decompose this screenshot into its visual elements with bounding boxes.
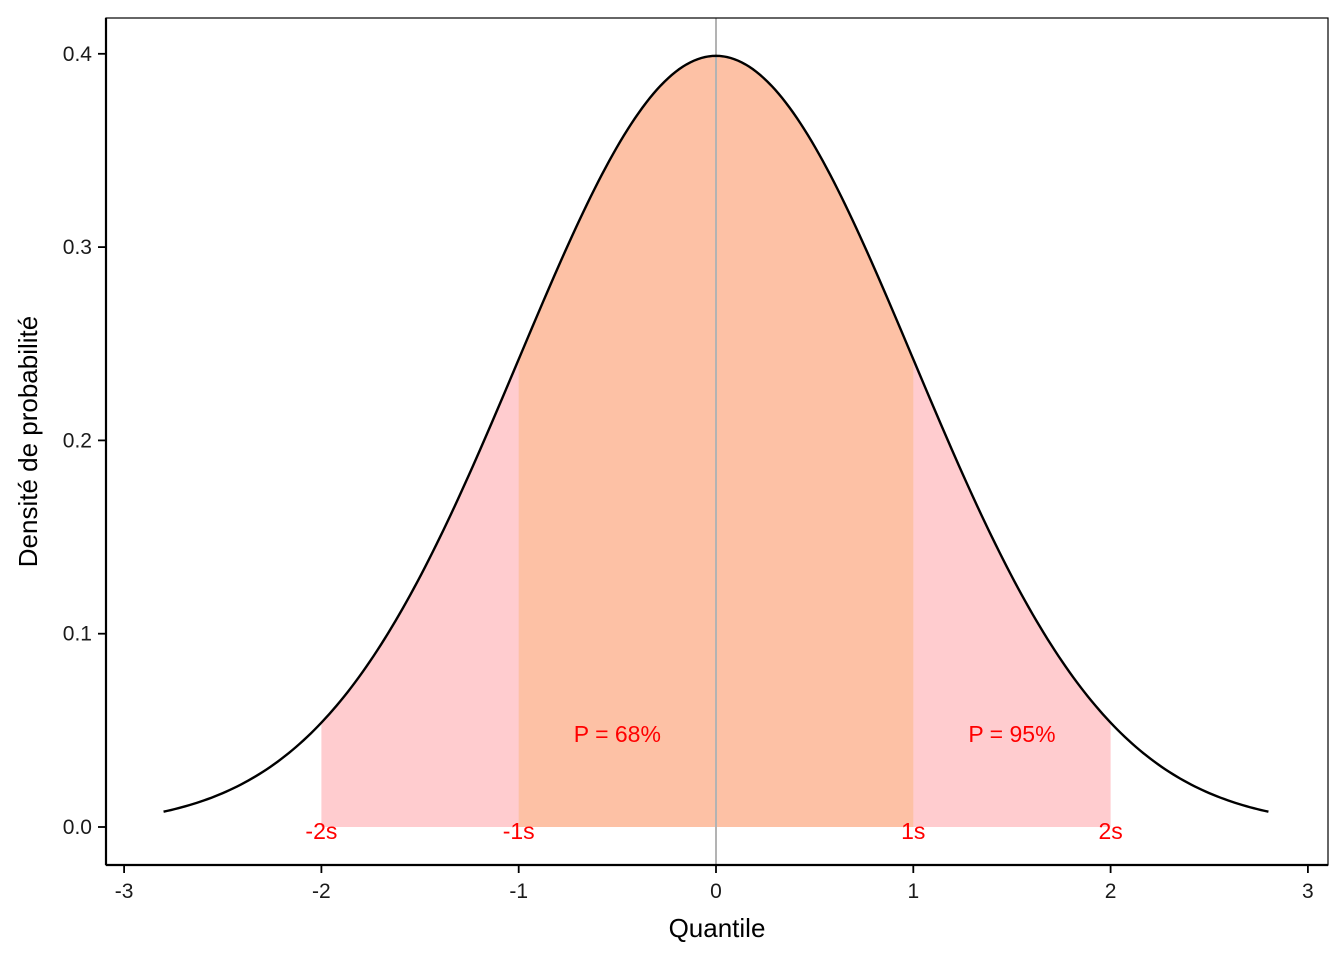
y-tick-label: 0.0 [63,816,92,839]
x-ticks: -3 -2 -1 0 1 2 3 [115,865,1314,903]
x-tick-label: 0 [710,880,722,903]
x-tick-label: 3 [1302,880,1314,903]
x-tick-label: -3 [115,880,134,903]
y-tick-label: 0.4 [63,43,93,66]
x-axis-title: Quantile [669,913,766,943]
annotation-2: P = 95% [968,721,1055,747]
y-tick-label: 0.1 [63,623,92,646]
x-tick-label: 1 [907,880,919,903]
x-tick-label: -1 [509,880,528,903]
annotation-4: -1s [503,818,535,844]
x-tick-label: 2 [1105,880,1117,903]
y-tick-label: 0.2 [63,429,92,452]
y-ticks: 0.0 0.1 0.2 0.3 0.4 [63,43,106,839]
annotation-5: 1s [901,818,925,844]
axes [104,17,1329,867]
annotations: P = 68% P = 95% -2s -1s 1s 2s [305,721,1122,844]
annotation-3: -2s [305,818,337,844]
annotation-6: 2s [1098,818,1122,844]
density-curve [163,54,1269,813]
x-tick-label: -2 [312,880,331,903]
y-axis-title: Densité de probabilité [13,316,43,568]
annotation-1: P = 68% [574,721,661,747]
y-tick-label: 0.3 [63,236,92,259]
